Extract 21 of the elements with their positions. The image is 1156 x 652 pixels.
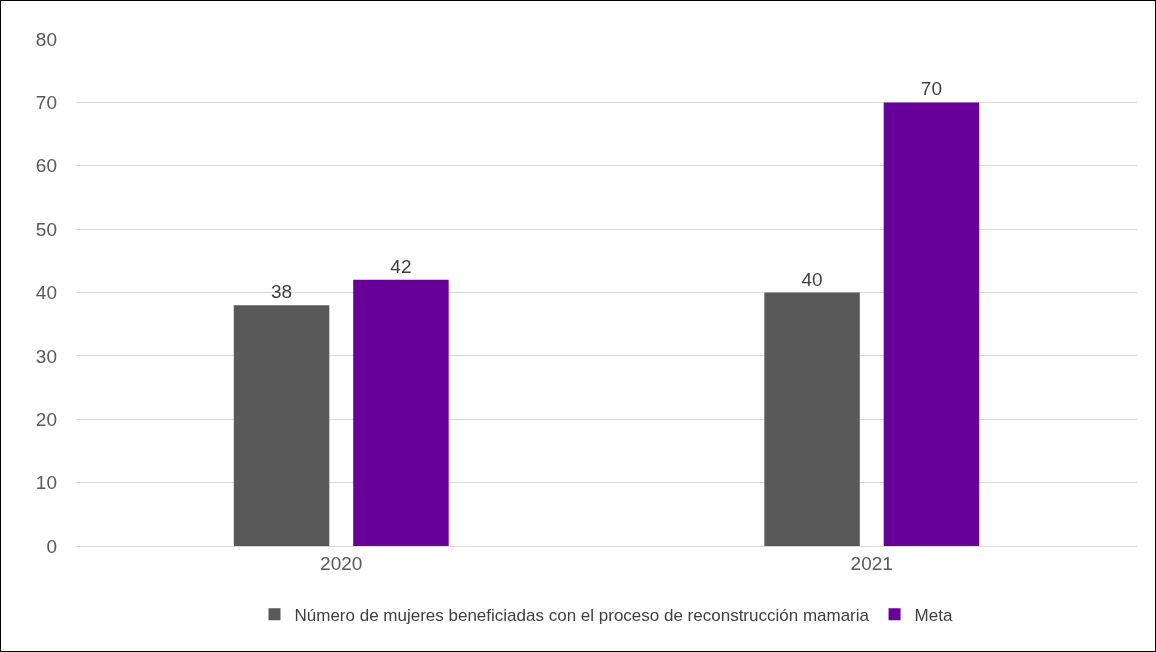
y-tick-label: 50 <box>35 218 57 240</box>
legend-label: Número de mujeres beneficiadas con el proceso de reconstrucción mamaria <box>294 605 870 625</box>
bar <box>353 279 449 546</box>
x-tick-label: 2021 <box>850 552 893 574</box>
data-label: 42 <box>390 255 412 277</box>
y-tick-label: 30 <box>35 345 57 367</box>
y-tick-label: 20 <box>35 408 57 430</box>
data-label: 38 <box>270 281 293 303</box>
y-tick-label: 80 <box>35 28 57 50</box>
legend-label: Meta <box>914 605 953 625</box>
x-tick-label: 2020 <box>320 552 363 574</box>
y-tick-label: 40 <box>35 282 57 304</box>
data-label: 40 <box>801 268 823 290</box>
y-tick-label: 70 <box>35 92 57 114</box>
y-tick-label: 60 <box>35 155 57 177</box>
bar <box>233 305 330 546</box>
y-tick-label: 0 <box>46 535 57 557</box>
y-tick-label: 10 <box>35 472 57 494</box>
data-label: 70 <box>920 78 943 100</box>
bar <box>764 292 860 546</box>
bar <box>883 102 980 546</box>
